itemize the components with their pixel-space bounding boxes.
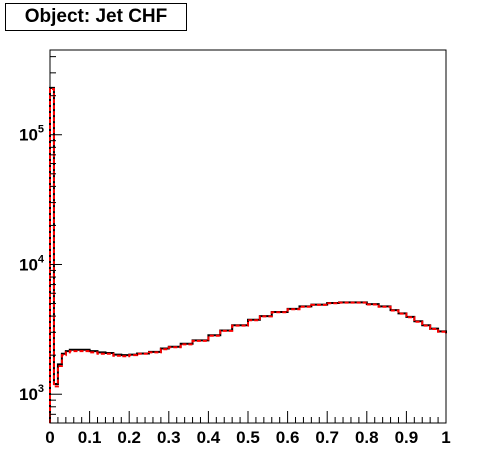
x-tick-label: 0.6: [276, 428, 300, 447]
series-line-1: [49, 86, 447, 423]
x-tick-label: 0.9: [395, 428, 419, 447]
x-tick-label: 0.5: [236, 428, 260, 447]
x-tick-label: 1: [441, 428, 450, 447]
x-tick-label: 0.7: [315, 428, 339, 447]
plot-frame: [49, 49, 447, 424]
x-tick-label: 0.2: [117, 428, 141, 447]
series-line-2: [49, 88, 447, 423]
x-tick-label: 0.8: [355, 428, 379, 447]
x-tick-label: 0.1: [78, 428, 102, 447]
y-tick-label: 104: [19, 253, 45, 274]
y-tick-label: 103: [19, 383, 44, 404]
x-tick-label: 0.4: [197, 428, 221, 447]
y-tick-label: 105: [19, 124, 44, 145]
x-tick-label: 0: [45, 428, 54, 447]
x-tick-label: 0.3: [157, 428, 181, 447]
chart-title: Object: Jet CHF: [5, 3, 187, 31]
